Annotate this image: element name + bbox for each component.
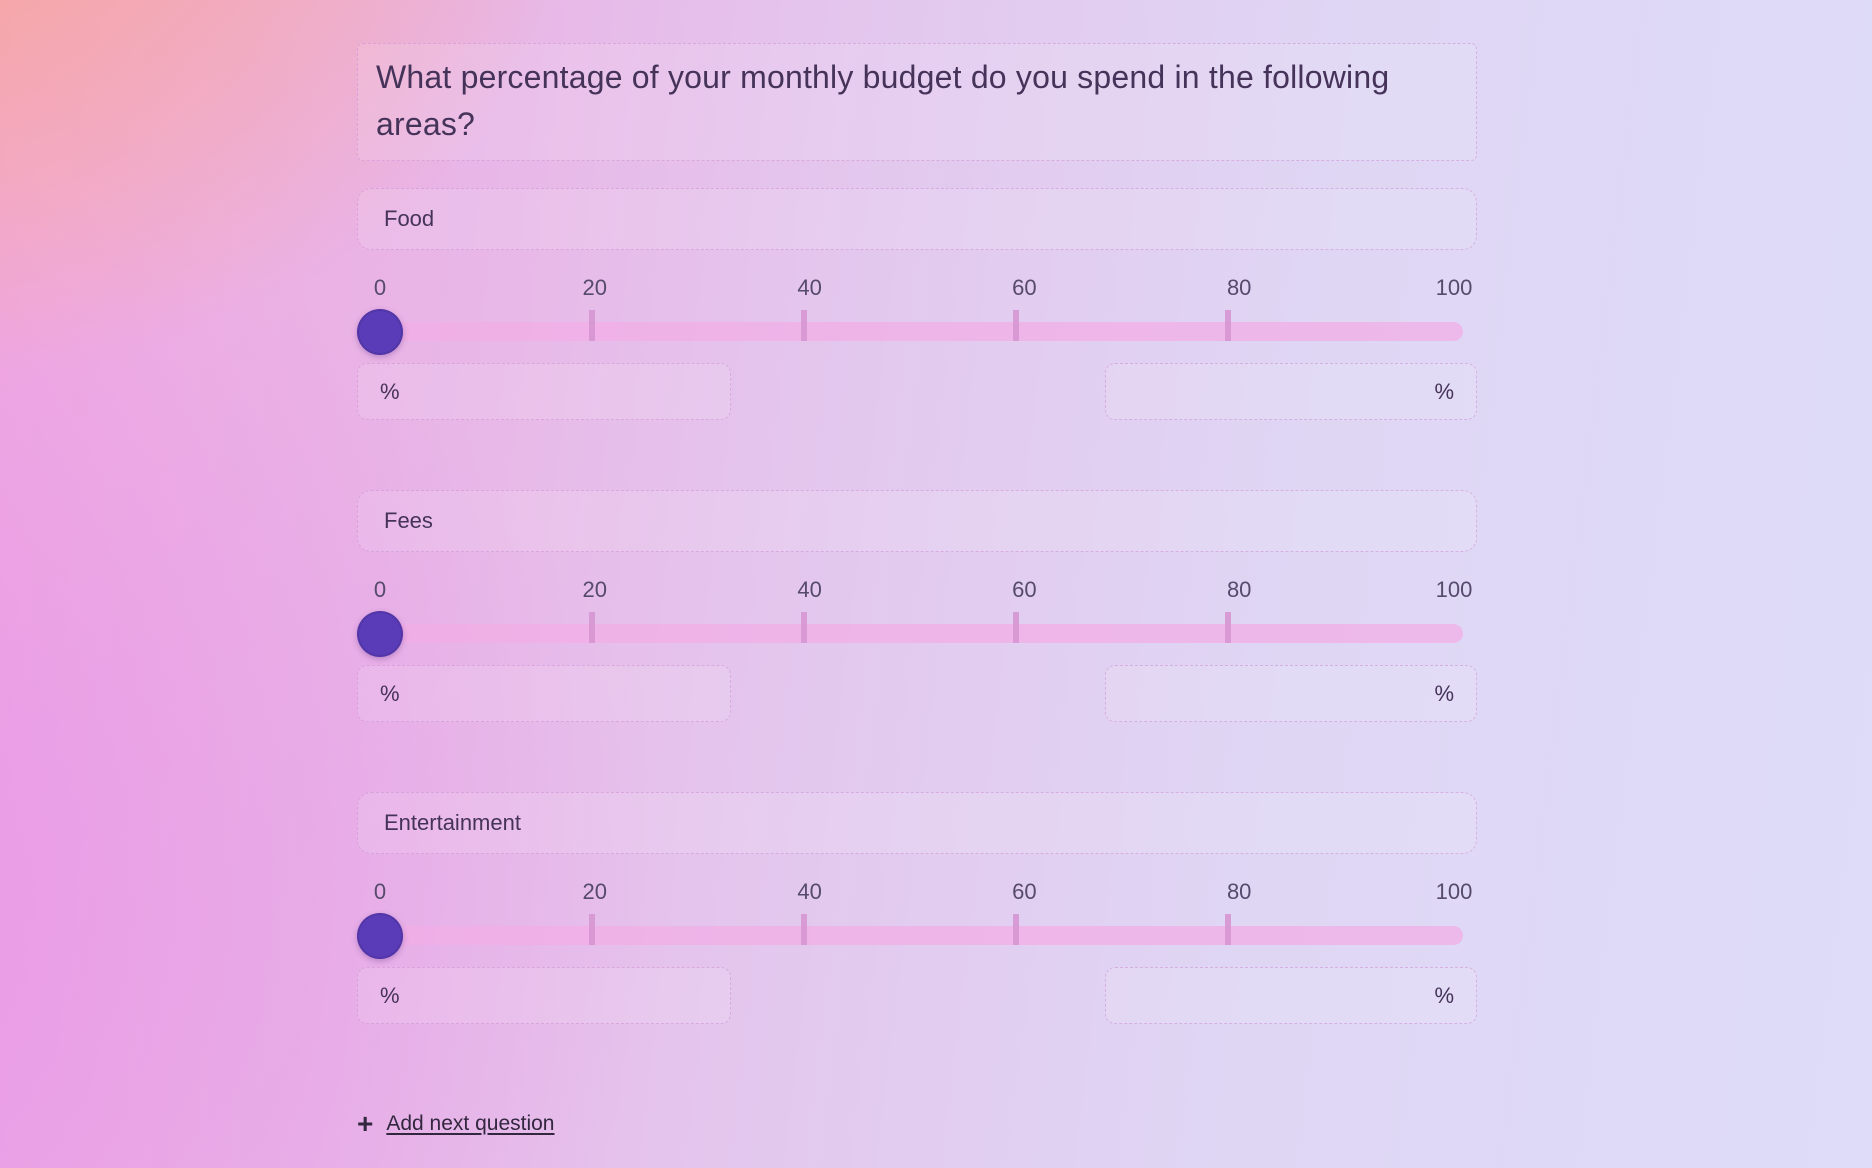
tick-label: 80 (1226, 879, 1252, 904)
slider-tickmark (1013, 914, 1019, 945)
slider-tickmark (801, 914, 807, 945)
row-label: Entertainment (384, 810, 521, 835)
slider-track-food[interactable] (357, 308, 1463, 355)
tick-label: 100 (1435, 275, 1473, 300)
slider-track-bar (357, 926, 1463, 945)
slider-tickmark (1225, 612, 1231, 643)
tick-label: 100 (1435, 879, 1473, 904)
tick-label-row: 0 20 40 60 80 100 (357, 275, 1477, 301)
slider-tickmark (589, 914, 595, 945)
slider-fees: 0 20 40 60 80 100 (357, 577, 1477, 657)
row-label: Fees (384, 508, 433, 533)
slider-thumb-fees[interactable] (357, 610, 403, 657)
slider-track-bar (357, 624, 1463, 643)
row-label: Food (384, 206, 435, 231)
slider-food: 0 20 40 60 80 100 (357, 275, 1477, 355)
plus-icon: + (357, 1108, 374, 1139)
tick-label-row: 0 20 40 60 80 100 (357, 879, 1477, 905)
tick-label: 80 (1226, 577, 1252, 602)
min-percent-input-fees[interactable]: % (357, 665, 731, 722)
tick-label: 20 (582, 577, 608, 602)
percent-sign: % (1434, 982, 1454, 1008)
tick-label: 60 (1012, 879, 1037, 904)
slider-tickmark (1013, 612, 1019, 643)
slider-tickmark (801, 612, 807, 643)
tick-label: 0 (373, 879, 387, 904)
question-title: What percentage of your monthly budget d… (376, 59, 1390, 142)
question-title-field[interactable]: What percentage of your monthly budget d… (357, 43, 1477, 161)
slider-track-entertainment[interactable] (357, 912, 1463, 959)
tick-label: 60 (1012, 275, 1037, 300)
tick-label: 40 (797, 275, 822, 300)
tick-label: 20 (582, 879, 608, 904)
tick-label: 0 (373, 577, 387, 602)
percent-sign: % (1434, 378, 1454, 404)
tick-label: 0 (373, 275, 387, 300)
slider-row-entertainment: Entertainment 0 20 40 60 80 100 % (357, 792, 1477, 1024)
row-label-field-entertainment[interactable]: Entertainment (357, 792, 1477, 854)
tick-label: 80 (1226, 275, 1252, 300)
slider-entertainment: 0 20 40 60 80 100 (357, 879, 1477, 959)
max-percent-input-fees[interactable]: % (1105, 665, 1477, 722)
slider-tickmark (589, 612, 595, 643)
max-percent-input-entertainment[interactable]: % (1105, 967, 1477, 1024)
row-label-field-food[interactable]: Food (357, 188, 1477, 250)
tick-label-row: 0 20 40 60 80 100 (357, 577, 1477, 603)
tick-label: 20 (582, 275, 608, 300)
slider-track-bar (357, 322, 1463, 341)
percent-inputs-food: % % (357, 363, 1477, 420)
percent-sign: % (380, 378, 400, 404)
tick-label: 60 (1012, 577, 1037, 602)
tick-label: 40 (797, 879, 822, 904)
row-label-field-fees[interactable]: Fees (357, 490, 1477, 552)
slider-tickmark (801, 310, 807, 341)
percent-sign: % (1434, 680, 1454, 706)
slider-thumb-entertainment[interactable] (357, 912, 403, 959)
add-next-question-link[interactable]: + Add next question (357, 1110, 554, 1138)
add-next-question-label: Add next question (386, 1112, 555, 1135)
slider-tickmark (589, 310, 595, 341)
min-percent-input-entertainment[interactable]: % (357, 967, 731, 1024)
slider-thumb-food[interactable] (357, 308, 403, 355)
percent-inputs-fees: % % (357, 665, 1477, 722)
slider-row-food: Food 0 20 40 60 80 100 % (357, 188, 1477, 420)
slider-track-fees[interactable] (357, 610, 1463, 657)
percent-inputs-entertainment: % % (357, 967, 1477, 1024)
max-percent-input-food[interactable]: % (1105, 363, 1477, 420)
percent-sign: % (380, 680, 400, 706)
tick-label: 40 (797, 577, 822, 602)
slider-tickmark (1225, 310, 1231, 341)
slider-row-fees: Fees 0 20 40 60 80 100 % (357, 490, 1477, 722)
min-percent-input-food[interactable]: % (357, 363, 731, 420)
form-editor-canvas: What percentage of your monthly budget d… (357, 43, 1477, 1138)
tick-label: 100 (1435, 577, 1473, 602)
slider-tickmark (1013, 310, 1019, 341)
slider-tickmark (1225, 914, 1231, 945)
percent-sign: % (380, 982, 400, 1008)
